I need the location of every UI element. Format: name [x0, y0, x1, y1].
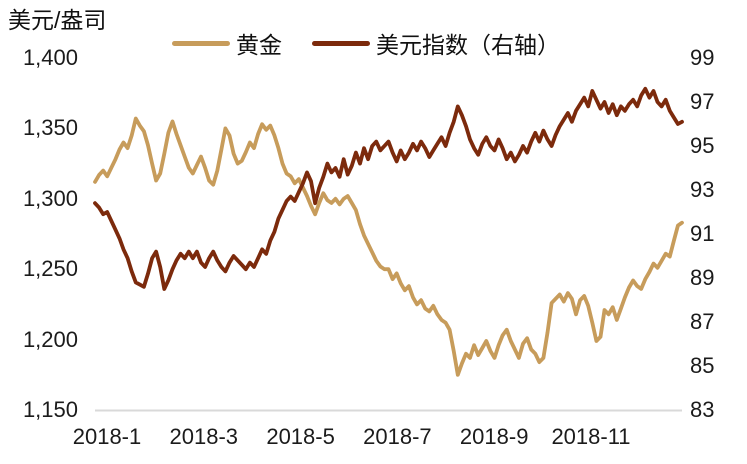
gold-line — [93, 116, 684, 377]
right-axis-tick: 85 — [690, 353, 715, 378]
right-axis-tick: 93 — [690, 177, 715, 202]
right-axis-tick: 95 — [690, 133, 715, 158]
left-axis-title: 美元/盎司 — [8, 7, 107, 33]
right-axis-tick: 97 — [690, 89, 715, 114]
legend-swatch-gold-icon — [172, 40, 230, 46]
right-axis-tick: 99 — [690, 45, 715, 70]
legend-item-gold: 黄金 — [172, 26, 282, 60]
dollar-index-line — [93, 86, 684, 291]
x-axis-tick: 2018-5 — [266, 424, 335, 449]
legend-swatch-dollar-index-icon — [312, 40, 370, 46]
left-axis-tick: 1,200 — [22, 326, 78, 352]
left-axis-tick: 1,350 — [22, 115, 78, 141]
left-axis-tick: 1,150 — [22, 397, 78, 422]
legend-label-gold: 黄金 — [236, 32, 282, 58]
x-axis-tick: 2018-11 — [551, 424, 631, 449]
right-axis-tick: 89 — [690, 265, 715, 290]
x-axis-tick: 2018-1 — [72, 424, 142, 449]
right-axis-tick: 87 — [690, 309, 715, 334]
legend-item-dollar-index: 美元指数（右轴） — [312, 26, 560, 60]
x-axis-tick: 2018-9 — [459, 424, 529, 449]
legend: 黄金 美元指数（右轴） — [172, 26, 560, 60]
left-axis-tick: 1,250 — [22, 256, 78, 282]
right-axis-tick: 83 — [690, 397, 715, 422]
left-axis-tick: 1,400 — [22, 45, 78, 70]
right-axis-tick: 91 — [690, 221, 715, 246]
legend-label-dollar-index: 美元指数（右轴） — [376, 32, 560, 58]
x-axis-tick: 2018-7 — [363, 424, 432, 449]
x-axis-tick: 2018-3 — [169, 424, 239, 449]
left-axis-tick: 1,300 — [22, 185, 78, 211]
